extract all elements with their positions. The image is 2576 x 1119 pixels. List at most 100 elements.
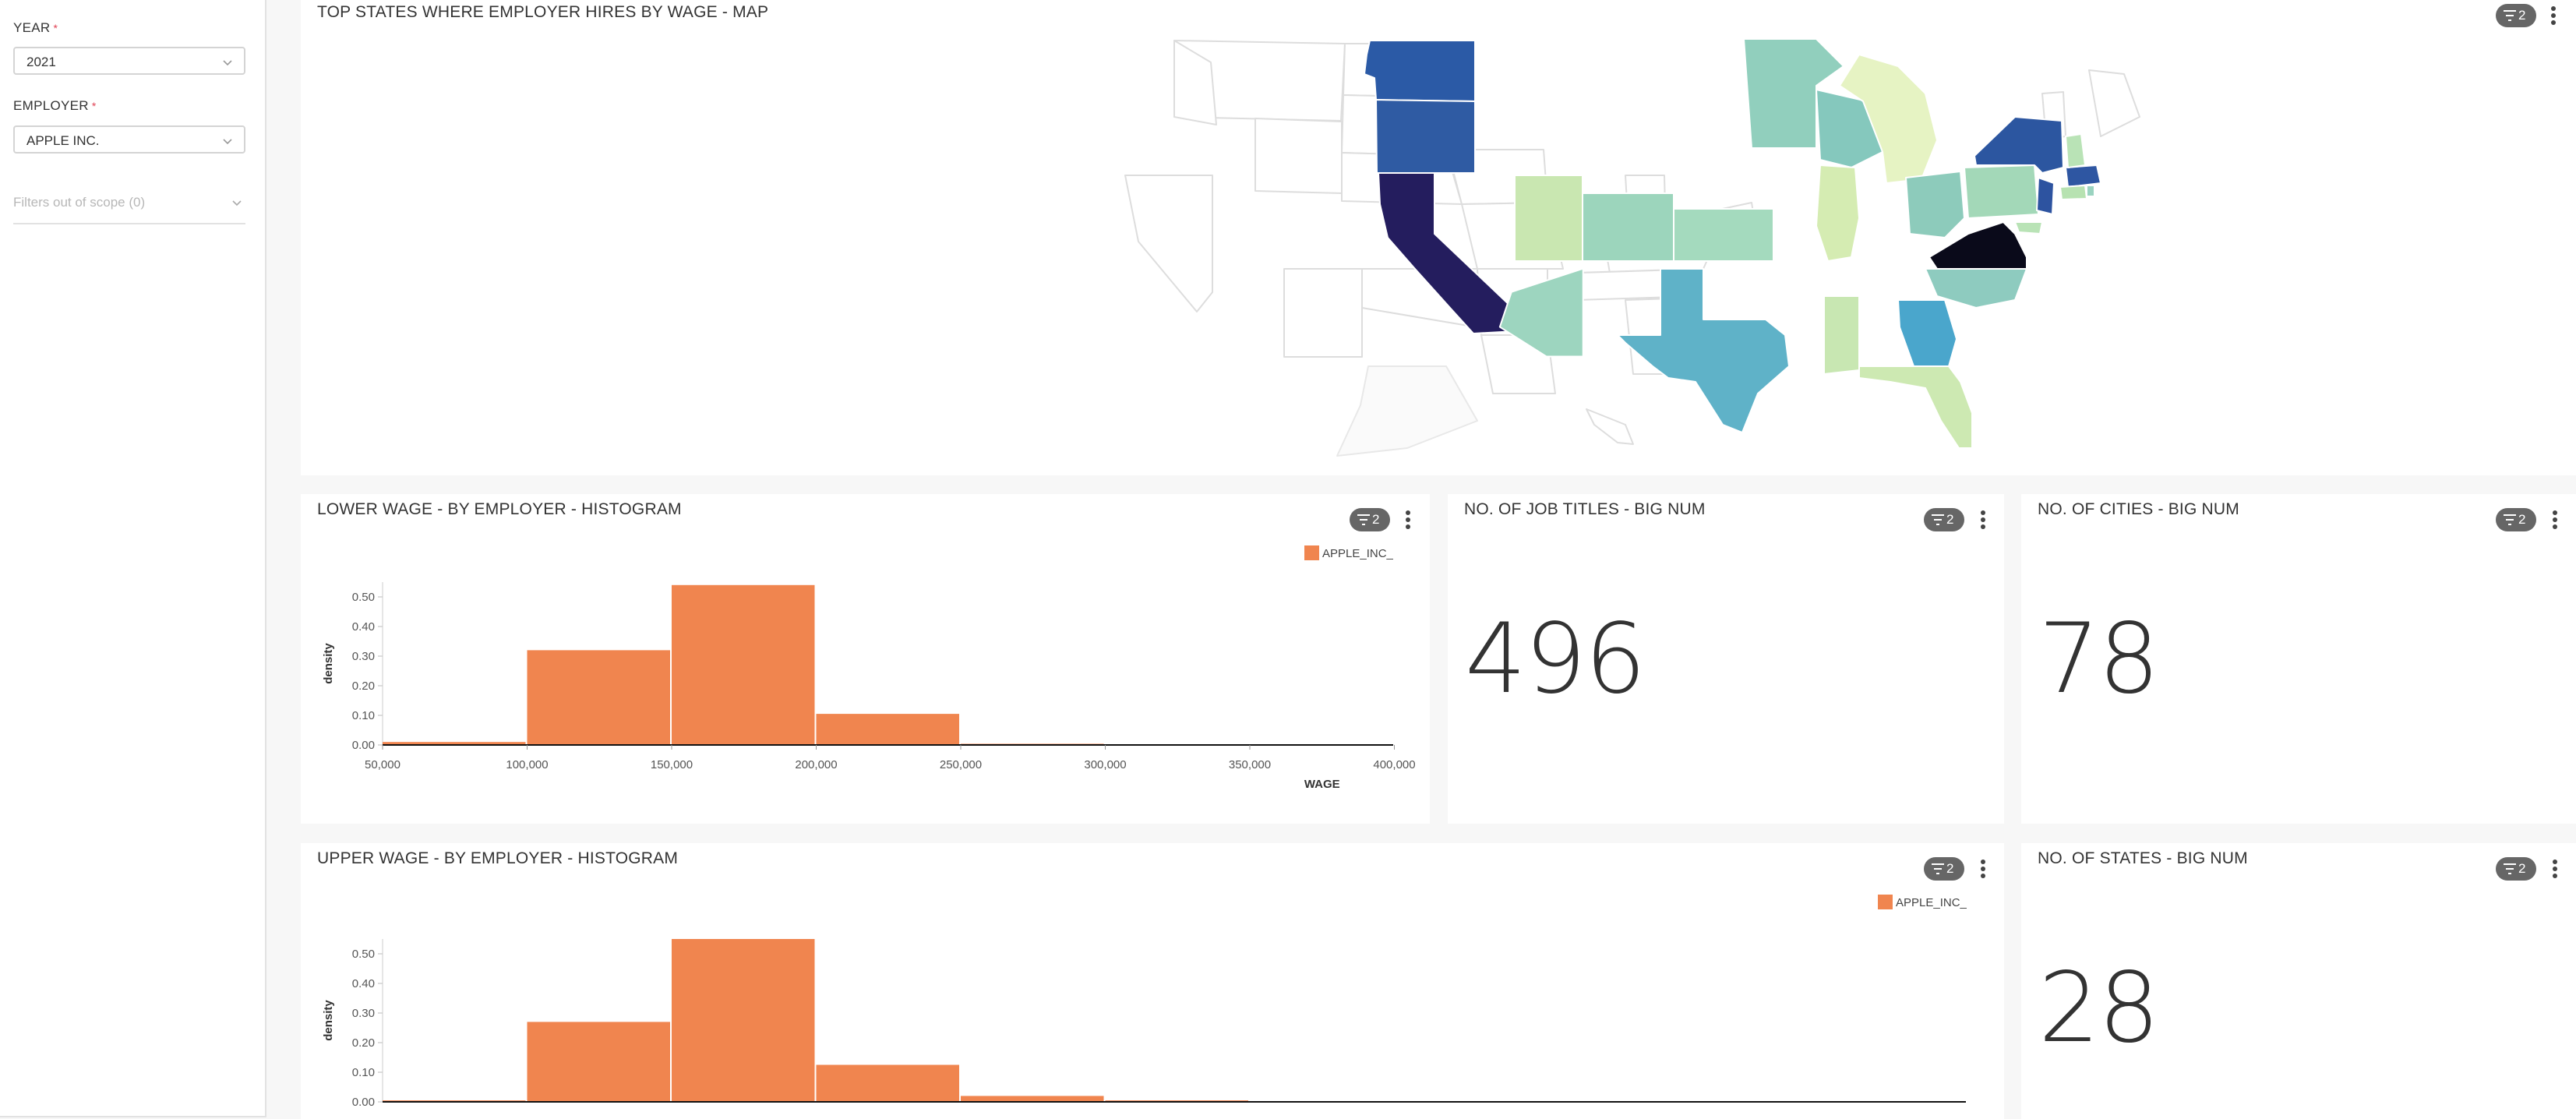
state-ks [1673,208,1774,262]
histogram-bar [672,939,815,1102]
y-tick-label: 0.30 [352,1007,375,1020]
year-filter-label-text: YEAR [13,20,51,35]
state-or [1375,99,1476,174]
histogram-bar [672,584,815,745]
filter-count: 2 [1946,861,1954,876]
filter-badge[interactable]: 2 [2496,4,2536,27]
filter-badge[interactable]: 2 [2496,508,2536,531]
chevron-down-icon [232,200,242,207]
y-tick-label: 0.40 [352,977,375,990]
more-vertical-icon[interactable] [2550,5,2557,25]
upper-wage-histogram-panel: UPPER WAGE - BY EMPLOYER - HISTOGRAM 2 A… [301,843,2004,1119]
x-tick-label: 300,000 [1084,758,1126,771]
filter-count: 2 [1372,512,1380,527]
filter-count: 2 [2518,861,2526,876]
y-tick-label: 0.00 [352,739,375,752]
employer-select[interactable]: APPLE INC. [13,125,245,154]
lower-wage-histogram-panel: LOWER WAGE - BY EMPLOYER - HISTOGRAM 2 A… [301,494,1430,824]
chart-legend[interactable]: APPLE_INC_ [1878,895,1967,909]
histogram-bar [816,1064,959,1102]
histogram-bar [527,650,670,745]
legend-label: APPLE_INC_ [1322,547,1393,560]
lower-wage-histogram-chart: 0.00 0.10 0.20 0.30 0.40 0.50 density 50,000 100… [322,582,1416,791]
more-vertical-icon[interactable] [1979,858,1987,878]
more-vertical-icon[interactable] [1979,509,1987,529]
year-filter-label: YEAR * [13,20,58,36]
state-ga [1897,299,1957,367]
filter-icon [2504,10,2516,21]
filter-icon [1932,863,1944,874]
y-tick-label: 0.20 [352,680,375,693]
employer-filter-label: EMPLOYER * [13,98,97,114]
legend-label: APPLE_INC_ [1896,896,1967,909]
state-ma [2065,164,2101,188]
filter-icon [1357,514,1370,525]
y-tick-label: 0.00 [352,1096,375,1109]
x-tick-label: 400,000 [1373,758,1415,771]
state-ca [1378,172,1517,334]
legend-swatch [1304,545,1319,560]
more-vertical-icon[interactable] [2551,858,2559,878]
y-tick-label: 0.20 [352,1036,375,1050]
filter-badge[interactable]: 2 [1350,508,1390,531]
filter-badge[interactable]: 2 [1924,508,1964,531]
y-tick-label: 0.10 [352,1066,375,1079]
histogram-bar [816,714,959,745]
panel-title: NO. OF JOB TITLES - BIG NUM [1464,500,1706,518]
state-ri [2086,185,2095,197]
x-tick-label: 250,000 [940,758,982,771]
year-select[interactable]: 2021 [13,47,245,75]
state-hi [1586,408,1634,445]
filter-badge[interactable]: 2 [2496,857,2536,881]
state-nc [1925,268,2027,309]
filters-out-of-scope-toggle[interactable]: Filters out of scope (0) [13,195,245,224]
filter-badge[interactable]: 2 [1924,857,1964,881]
more-vertical-icon[interactable] [2551,509,2559,529]
y-axis-label: density [322,643,335,684]
big-number-value: 28 [2038,952,2160,1064]
filter-count: 2 [1946,512,1954,527]
panel-title: NO. OF STATES - BIG NUM [2038,849,2248,867]
state-md [2014,221,2043,235]
state-ak [1336,365,1478,457]
histogram-bar [961,1096,1104,1102]
x-tick-label: 50,000 [365,758,401,771]
state-ms [1823,295,1860,375]
y-tick-label: 0.50 [352,591,375,604]
filter-count: 2 [2518,512,2526,527]
y-tick-label: 0.30 [352,650,375,663]
x-tick-label: 200,000 [795,758,837,771]
filters-out-of-scope-label: Filters out of scope (0) [13,195,146,210]
filter-icon [2504,514,2516,525]
state-nv [1124,175,1213,312]
x-axis-label: WAGE [1304,778,1340,791]
job-titles-bignum-panel: NO. OF JOB TITLES - BIG NUM 2 496 [1448,494,2004,824]
big-number-value: 78 [2038,603,2160,715]
y-tick-label: 0.50 [352,948,375,961]
chart-legend[interactable]: APPLE_INC_ [1304,545,1393,560]
cities-bignum-panel: NO. OF CITIES - BIG NUM 2 78 [2021,494,2576,824]
x-tick-label: 150,000 [651,758,693,771]
y-tick-label: 0.40 [352,620,375,634]
legend-swatch [1878,895,1893,909]
state-mi [1839,54,1938,184]
state-wa [1364,40,1476,102]
more-vertical-icon[interactable] [1404,509,1412,529]
y-axis-label: density [322,1000,335,1041]
filter-icon [2504,863,2516,874]
x-tick-label: 100,000 [506,758,548,771]
state-mn [1743,38,1844,149]
state-az [1498,267,1584,358]
state-il [1816,164,1860,262]
filter-icon [1932,514,1944,525]
state-ct [2059,185,2087,200]
state-co [1582,192,1674,262]
panel-title: LOWER WAGE - BY EMPLOYER - HISTOGRAM [317,500,682,518]
big-number-value: 496 [1465,603,1646,715]
required-mark: * [91,100,97,112]
histogram-bar [527,1022,670,1102]
map-panel: TOP STATES WHERE EMPLOYER HIRES BY WAGE … [301,0,2576,475]
state-me [2088,69,2140,137]
chevron-down-icon [223,60,232,66]
panel-title: UPPER WAGE - BY EMPLOYER - HISTOGRAM [317,849,679,867]
